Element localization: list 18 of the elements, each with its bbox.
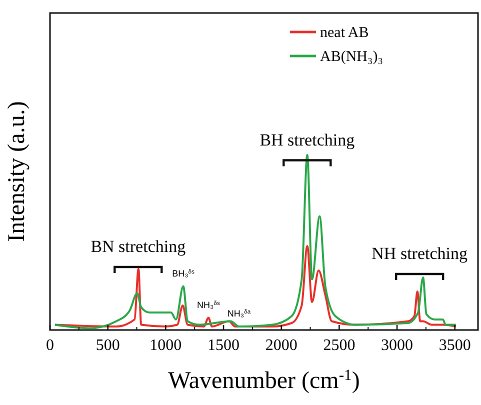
x-tick-label: 1000 bbox=[150, 337, 182, 354]
x-tick-label: 0 bbox=[46, 337, 54, 354]
x-tick-label: 500 bbox=[96, 337, 120, 354]
legend-label: neat AB bbox=[320, 25, 369, 41]
annotation: BH₃$^{δs}$ bbox=[172, 268, 195, 278]
x-tick-label: 3000 bbox=[381, 337, 414, 354]
annotation: NH stretching bbox=[372, 244, 468, 263]
annotation: BH stretching bbox=[260, 130, 356, 150]
annotation: NH₃$^{δa}$ bbox=[227, 308, 252, 318]
x-tick-label: 3500 bbox=[438, 337, 471, 354]
annotation: NH₃$^{δs}$ bbox=[197, 300, 220, 310]
y-axis-title: Intensity (a.u.) bbox=[4, 101, 30, 242]
x-tick-label: 1500 bbox=[208, 337, 240, 354]
legend-label: AB(NH₃)₃ bbox=[320, 49, 383, 65]
x-tick-label: 2500 bbox=[323, 337, 356, 354]
x-tick-label: 2000 bbox=[265, 337, 298, 354]
annotation: BN stretching bbox=[90, 237, 186, 256]
x-axis-title: Wavenumber (cm$^{-1}$) bbox=[168, 366, 360, 394]
